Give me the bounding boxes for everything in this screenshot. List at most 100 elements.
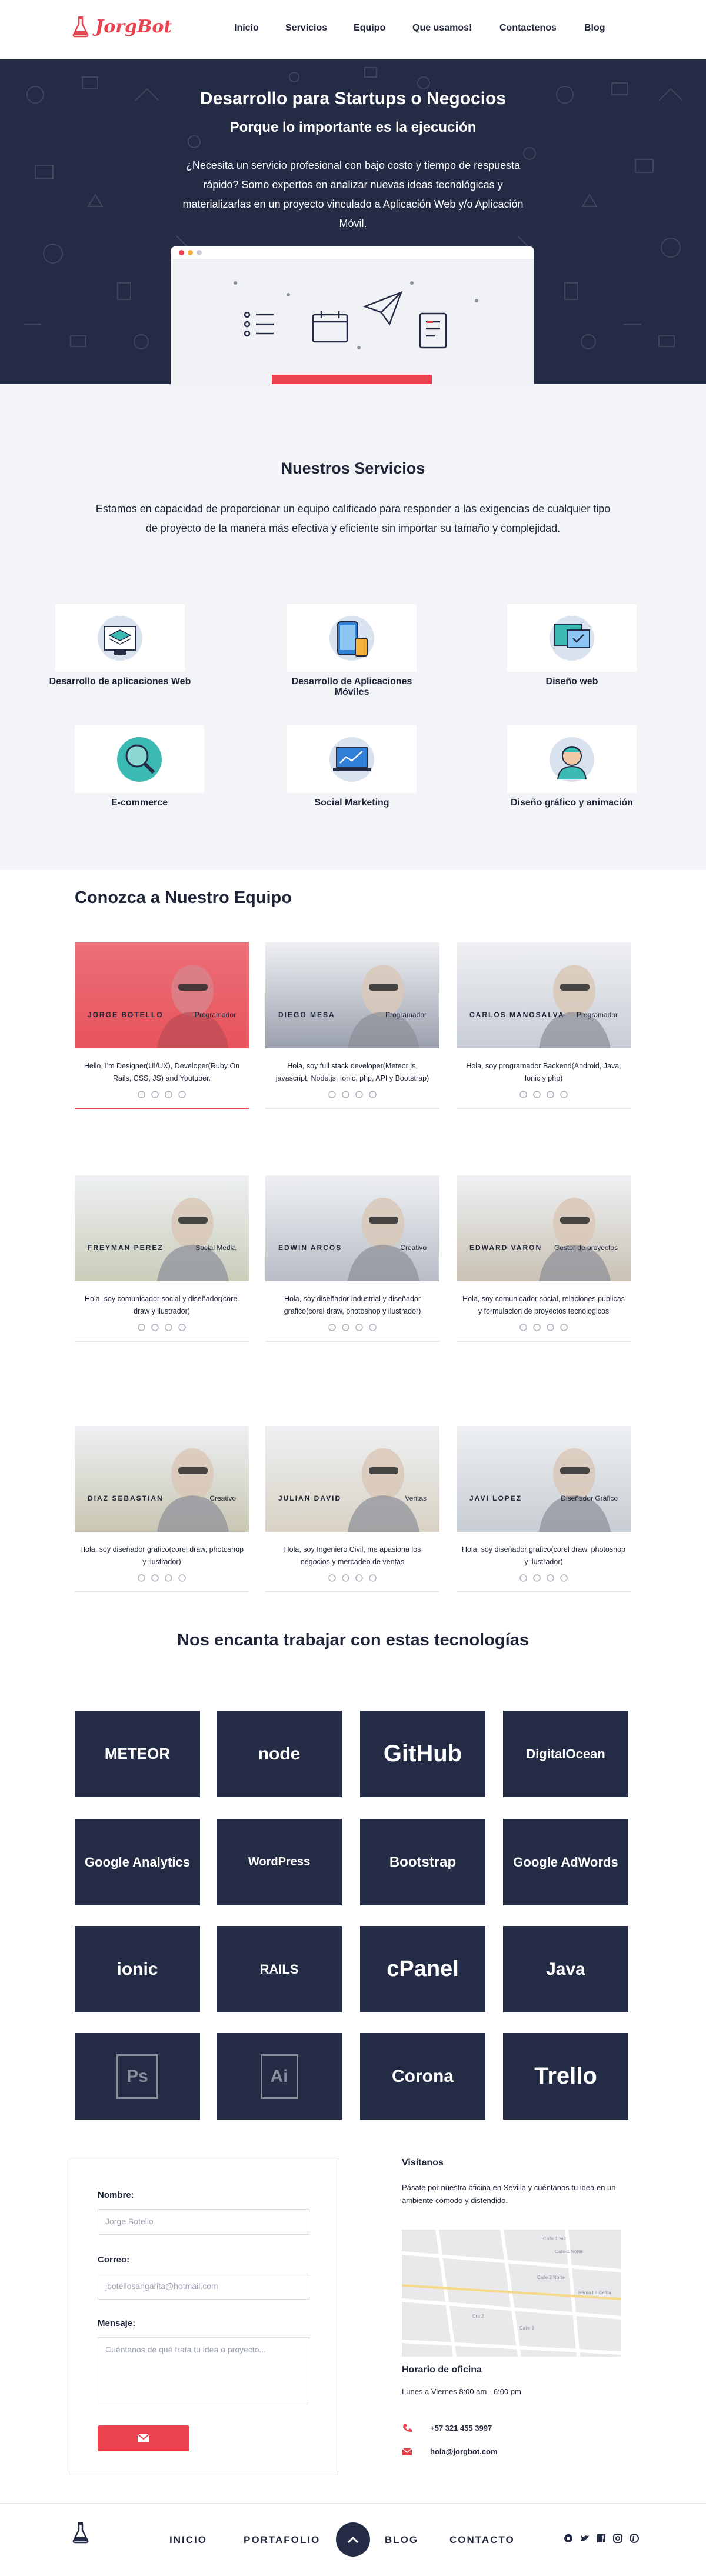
team-member-name: DIEGO MESA (278, 1011, 335, 1019)
facebook-icon[interactable] (547, 1324, 554, 1331)
nav-link-inicio[interactable]: Inicio (234, 23, 259, 33)
nav-link-servicios[interactable]: Servicios (285, 23, 328, 33)
service-web-apps[interactable]: Desarrollo de aplicaciones Web (44, 604, 197, 687)
instagram-icon[interactable] (178, 1324, 186, 1331)
github-icon[interactable] (328, 1574, 336, 1582)
twitter-icon[interactable] (151, 1574, 159, 1582)
service-label: Desarrollo de aplicaciones Web (49, 677, 191, 687)
nav-link-contactenos[interactable]: Contactenos (499, 23, 557, 33)
footer-link-portafolio[interactable]: PORTAFOLIO (244, 2534, 321, 2545)
service-social-marketing[interactable]: Social Marketing (275, 725, 428, 808)
team-member-card[interactable]: JULIAN DAVID Ventas Hola, soy Ingeniero Ci… (265, 1426, 439, 1592)
service-web-design[interactable]: Diseño web (495, 604, 648, 687)
github-icon[interactable] (519, 1324, 527, 1331)
team-member-card[interactable]: JAVI LOPEZ Diseñador Gráfico Hola, soy dis… (457, 1426, 631, 1592)
tech-logo-tile: ionic (75, 1926, 200, 2012)
nav-link-que-usamos[interactable]: Que usamos! (412, 23, 472, 33)
instagram-icon[interactable] (369, 1574, 377, 1582)
twitter-icon[interactable] (151, 1324, 159, 1331)
footer-flask-logo-icon[interactable] (72, 2521, 89, 2544)
tech-logo-label: Corona (392, 2066, 454, 2086)
team-member-role: Programador (194, 1011, 236, 1019)
team-member-role: Creativo (209, 1494, 236, 1502)
team-member-card[interactable]: FREYMAN PEREZ Social Media Hola, soy comun… (75, 1175, 249, 1342)
facebook-icon[interactable] (547, 1091, 554, 1098)
twitter-icon[interactable] (533, 1574, 541, 1582)
twitter-icon[interactable] (533, 1091, 541, 1098)
facebook-icon[interactable] (165, 1091, 172, 1098)
team-member-card[interactable]: CARLOS MANOSALVA Programador Hola, soy pro… (457, 942, 631, 1109)
team-member-card[interactable]: JORGE BOTELLO Programador Hello, I'm Desig… (75, 942, 249, 1109)
instagram-icon[interactable] (560, 1574, 568, 1582)
team-member-card[interactable]: EDWIN ARCOS Creativo Hola, soy diseñador i… (265, 1175, 439, 1342)
github-icon[interactable] (519, 1574, 527, 1582)
team-member-name: EDWARD VARON (469, 1244, 542, 1252)
twitter-icon[interactable] (342, 1574, 349, 1582)
facebook-icon[interactable] (165, 1574, 172, 1582)
tech-logo-tile: cPanel (360, 1926, 485, 2012)
twitter-icon[interactable] (580, 2534, 590, 2543)
maximize-dot-icon (197, 250, 202, 255)
twitter-icon[interactable] (533, 1324, 541, 1331)
tech-logo-tile: METEOR (75, 1711, 200, 1797)
facebook-icon[interactable] (597, 2534, 606, 2543)
twitter-icon[interactable] (151, 1091, 159, 1098)
facebook-icon[interactable] (355, 1091, 363, 1098)
team-member-card[interactable]: EDWARD VARON Gestor de proyectos Hola, soy… (457, 1175, 631, 1342)
tech-logo-tile: WordPress (217, 1819, 342, 1905)
service-icon-box (287, 604, 417, 672)
service-graphic-design[interactable]: Diseño gráfico y animación (495, 725, 648, 808)
tech-logo-tile: Ai (217, 2033, 342, 2120)
instagram-icon[interactable] (613, 2534, 622, 2543)
team-member-role: Gestor de proyectos (554, 1244, 618, 1252)
scroll-top-button[interactable] (336, 2522, 370, 2557)
footer-link-blog[interactable]: BLOG (385, 2534, 419, 2545)
brand-logo[interactable]: JorgBot (72, 15, 172, 38)
pinterest-icon[interactable] (630, 2534, 639, 2543)
tech-logo-tile: Trello (503, 2033, 628, 2120)
service-mobile-apps[interactable]: Desarrollo de Aplicaciones Móviles (275, 604, 428, 698)
nav-link-equipo[interactable]: Equipo (354, 23, 386, 33)
send-button[interactable] (98, 2425, 189, 2451)
footer-link-inicio[interactable]: INICIO (169, 2534, 207, 2545)
message-field[interactable]: Cuéntanos de qué trata tu idea o proyect… (98, 2337, 309, 2404)
facebook-icon[interactable] (547, 1574, 554, 1582)
twitter-icon[interactable] (342, 1324, 349, 1331)
github-icon[interactable] (328, 1324, 336, 1331)
team-member-bio: Hola, soy diseñador grafico(corel draw, … (462, 1545, 625, 1566)
github-icon[interactable] (138, 1091, 145, 1098)
tech-logo-tile: Ps (75, 2033, 200, 2120)
github-icon[interactable] (519, 1091, 527, 1098)
github-icon[interactable] (564, 2534, 573, 2543)
instagram-icon[interactable] (560, 1091, 568, 1098)
team-member-photo: JULIAN DAVID Ventas (265, 1426, 439, 1532)
instagram-icon[interactable] (369, 1091, 377, 1098)
team-member-card[interactable]: DIEGO MESA Programador Hola, soy full stac… (265, 942, 439, 1109)
email-label: Correo: (98, 2255, 130, 2265)
email-address: hola@jorgbot.com (430, 2447, 498, 2456)
email-field[interactable]: jbotellosangarita@hotmail.com (98, 2274, 309, 2300)
instagram-icon[interactable] (369, 1324, 377, 1331)
github-icon[interactable] (138, 1324, 145, 1331)
footer-link-contacto[interactable]: CONTACTO (449, 2534, 515, 2545)
tech-logo-tile: GitHub (360, 1711, 485, 1797)
facebook-icon[interactable] (355, 1574, 363, 1582)
facebook-icon[interactable] (355, 1324, 363, 1331)
instagram-icon[interactable] (178, 1574, 186, 1582)
nav-link-blog[interactable]: Blog (584, 23, 605, 33)
facebook-icon[interactable] (165, 1324, 172, 1331)
office-map[interactable]: Calle 1 Sur Calle 1 Norte Calle 2 Norte … (402, 2230, 621, 2357)
github-icon[interactable] (138, 1574, 145, 1582)
tech-logo-label: DigitalOcean (526, 1746, 605, 1761)
service-ecommerce[interactable]: E-commerce (63, 725, 216, 808)
phone-row[interactable]: +57 321 455 3997 (402, 2422, 492, 2433)
instagram-icon[interactable] (178, 1091, 186, 1098)
team-member-card[interactable]: DIAZ SEBASTIAN Creativo Hola, soy diseñado… (75, 1426, 249, 1592)
email-row[interactable]: hola@jorgbot.com (402, 2447, 498, 2456)
team-member-name: JULIAN DAVID (278, 1494, 342, 1502)
instagram-icon[interactable] (560, 1324, 568, 1331)
twitter-icon[interactable] (342, 1091, 349, 1098)
name-field[interactable]: Jorge Botello (98, 2209, 309, 2235)
team-member-bio: Hola, soy Ingeniero Civil, me apasiona l… (284, 1545, 421, 1566)
github-icon[interactable] (328, 1091, 336, 1098)
